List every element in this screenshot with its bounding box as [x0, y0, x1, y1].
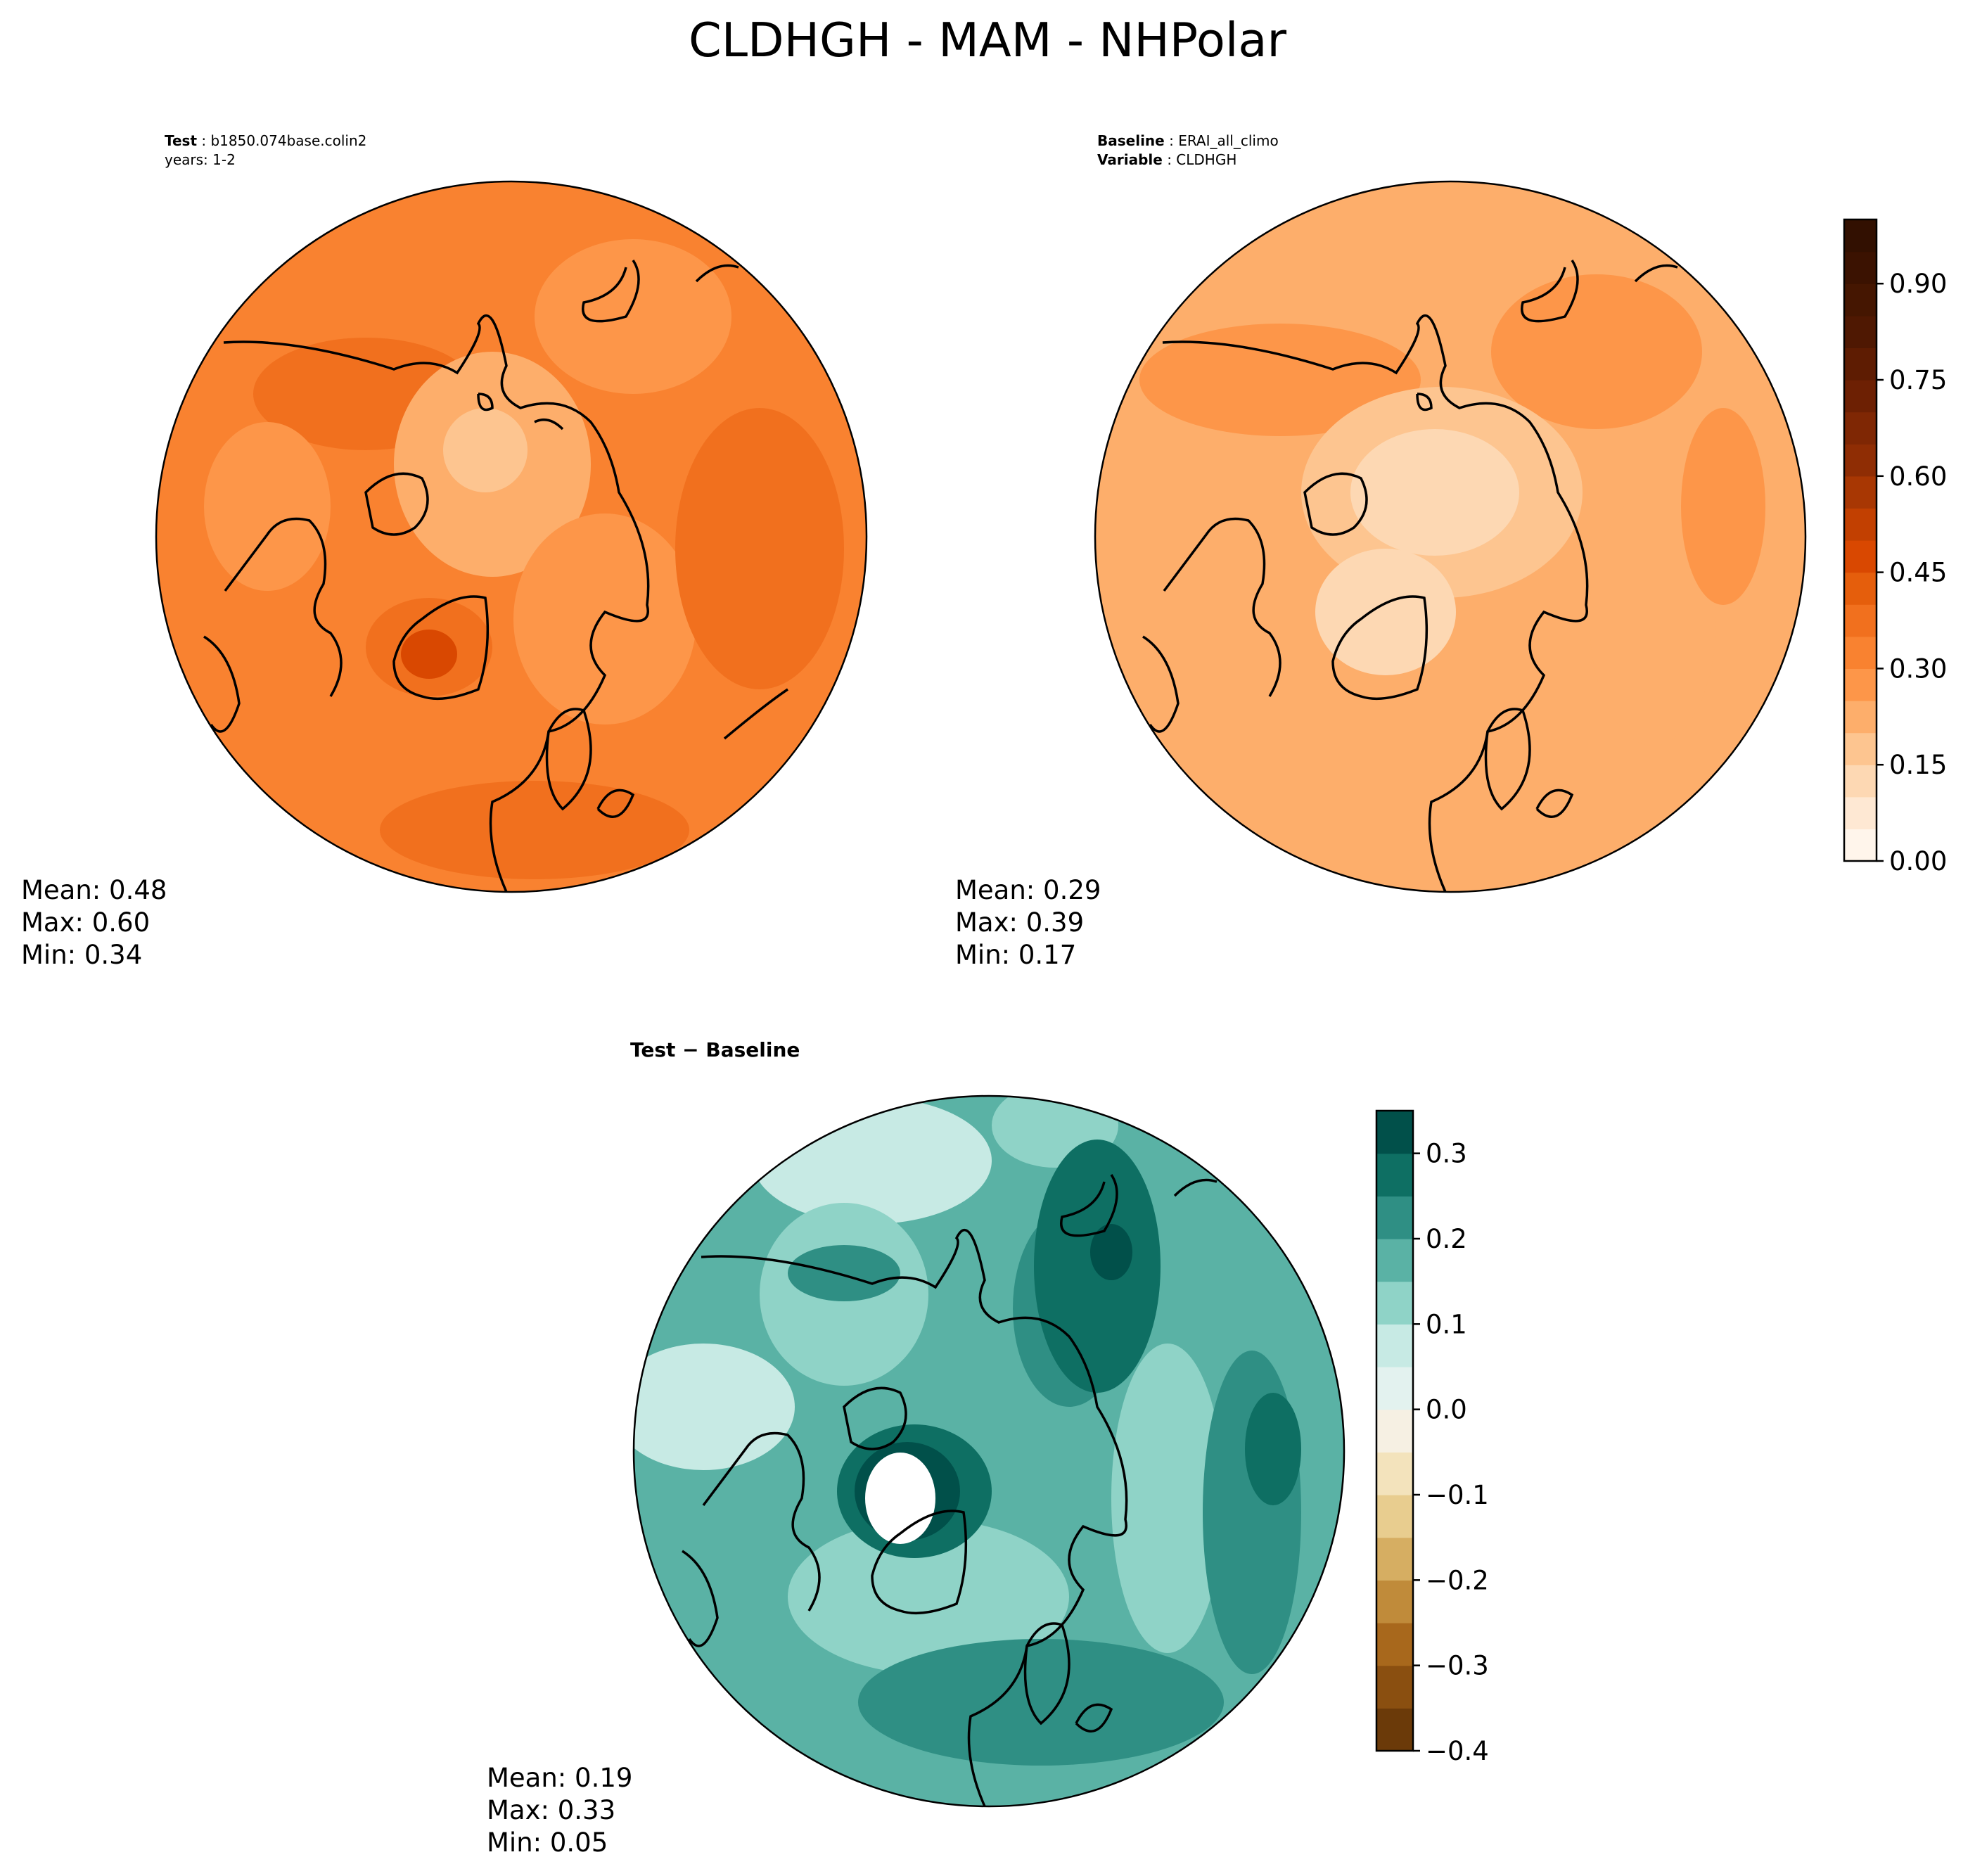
- test-map-border: [155, 180, 868, 893]
- baseline-map-border: [1094, 180, 1807, 893]
- colorbar-diff-tick-label: 0.1: [1426, 1309, 1467, 1339]
- diff-max: Max: 0.33: [487, 1795, 615, 1825]
- colorbar-main-swatch: [1844, 283, 1877, 317]
- test-max: Max: 0.60: [21, 907, 150, 938]
- baseline-map: [1095, 181, 1805, 892]
- colorbar-diff-tick-label: −0.4: [1426, 1736, 1489, 1766]
- diff-mean: Mean: 0.19: [487, 1763, 632, 1793]
- colorbar-diff-swatch: [1376, 1495, 1413, 1538]
- colorbar-diff-tick-label: 0.3: [1426, 1139, 1467, 1169]
- colorbar-diff-swatch: [1376, 1239, 1413, 1282]
- baseline-mean: Mean: 0.29: [955, 875, 1101, 905]
- colorbar-diff-tick-label: −0.2: [1426, 1565, 1489, 1595]
- colorbar-diff-swatch: [1376, 1452, 1413, 1495]
- colorbar-diff-tick-label: −0.3: [1426, 1651, 1489, 1681]
- colorbar-diff-swatch: [1376, 1281, 1413, 1325]
- colorbar-diff-swatch: [1376, 1111, 1413, 1154]
- colorbar-main-swatch: [1844, 380, 1877, 413]
- colorbar-diff-swatches: [1376, 1111, 1413, 1751]
- colorbar-main-swatch: [1844, 347, 1877, 381]
- colorbar-diff-tick-label: 0.2: [1426, 1224, 1467, 1254]
- diff-min: Min: 0.05: [487, 1827, 608, 1858]
- diff-map: [634, 1096, 1344, 1806]
- colorbar-main-frame: [1843, 218, 1878, 862]
- panel-baseline: Baseline : ERAI_all_climo Variable : CLD…: [955, 132, 1807, 970]
- colorbar-main-tick-label: 0.45: [1889, 558, 1947, 588]
- baseline-label: Baseline : ERAI_all_climo: [1097, 132, 1279, 149]
- colorbar-diff-swatch: [1376, 1580, 1413, 1623]
- test-mean: Mean: 0.48: [21, 875, 167, 905]
- colorbar-diff-tick-label: 0.0: [1426, 1395, 1467, 1425]
- panel-diff: Test − Baseline: [487, 1038, 1346, 1858]
- test-min: Min: 0.34: [21, 940, 142, 970]
- colorbar-main-tick-label: 0.90: [1889, 269, 1947, 299]
- colorbar-diff-tick-label: −0.1: [1426, 1480, 1489, 1510]
- colorbar-main-swatch: [1844, 829, 1877, 862]
- colorbar-main: 0.00 0.15 0.30 0.45 0.60 0.75 0.90: [1843, 218, 1947, 876]
- colorbar-main-swatch: [1844, 411, 1877, 445]
- colorbar-main-swatch: [1844, 604, 1877, 637]
- colorbar-main-swatch: [1844, 572, 1877, 605]
- colorbar-diff-swatch: [1376, 1367, 1413, 1410]
- colorbar-main-swatches: [1844, 219, 1877, 862]
- test-coastlines: [203, 260, 788, 892]
- colorbar-diff-swatch: [1376, 1623, 1413, 1666]
- colorbar-diff-swatch: [1376, 1537, 1413, 1581]
- colorbar-main-swatch: [1844, 765, 1877, 798]
- colorbar-diff-swatch: [1376, 1665, 1413, 1709]
- baseline-min: Min: 0.17: [955, 940, 1076, 970]
- diff-title: Test − Baseline: [630, 1038, 800, 1061]
- colorbar-main-swatch: [1844, 251, 1877, 284]
- test-label: Test : b1850.074base.colin2: [165, 132, 366, 149]
- colorbar-main-swatch: [1844, 444, 1877, 477]
- colorbar-diff-ticks: −0.4 −0.3 −0.2 −0.1 0.0 0.1 0.2 0.3: [1413, 1139, 1489, 1766]
- colorbar-main-tick-label: 0.00: [1889, 846, 1947, 876]
- colorbar-main-swatch: [1844, 796, 1877, 829]
- colorbar-main-swatch: [1844, 508, 1877, 541]
- colorbar-diff-swatch: [1376, 1324, 1413, 1367]
- colorbar-main-swatch: [1844, 636, 1877, 669]
- colorbar-main-swatch: [1844, 540, 1877, 573]
- colorbar-diff-swatch: [1376, 1708, 1413, 1751]
- colorbar-main-tick-label: 0.15: [1889, 750, 1947, 780]
- colorbar-main-tick-label: 0.75: [1889, 365, 1947, 395]
- colorbar-diff-swatch: [1376, 1153, 1413, 1197]
- test-map: [156, 181, 867, 892]
- colorbar-main-swatch: [1844, 668, 1877, 701]
- colorbar-main-swatch: [1844, 732, 1877, 765]
- colorbar-main-tick-label: 0.60: [1889, 461, 1947, 492]
- baseline-variable: Variable : CLDHGH: [1097, 151, 1236, 168]
- colorbar-main-swatch: [1844, 701, 1877, 734]
- colorbar-main-ticks: 0.00 0.15 0.30 0.45 0.60 0.75 0.90: [1877, 269, 1947, 876]
- colorbar-main-swatch: [1844, 219, 1877, 253]
- colorbar-main-swatch: [1844, 476, 1877, 509]
- baseline-max: Max: 0.39: [955, 907, 1084, 938]
- diff-coastlines: [682, 1174, 1217, 1806]
- baseline-coastlines: [1142, 260, 1678, 892]
- test-years: years: 1-2: [165, 151, 236, 168]
- figure-title: CLDHGH - MAM - NHPolar: [689, 13, 1287, 68]
- colorbar-diff-frame: [1375, 1109, 1414, 1752]
- diff-map-border: [632, 1095, 1346, 1808]
- colorbar-diff: −0.4 −0.3 −0.2 −0.1 0.0 0.1 0.2 0.3: [1375, 1109, 1489, 1766]
- panel-test: Test : b1850.074base.colin2 years: 1-2: [21, 132, 868, 970]
- colorbar-main-swatch: [1844, 315, 1877, 348]
- colorbar-diff-swatch: [1376, 1196, 1413, 1239]
- colorbar-main-tick-label: 0.30: [1889, 653, 1947, 684]
- colorbar-diff-swatch: [1376, 1409, 1413, 1453]
